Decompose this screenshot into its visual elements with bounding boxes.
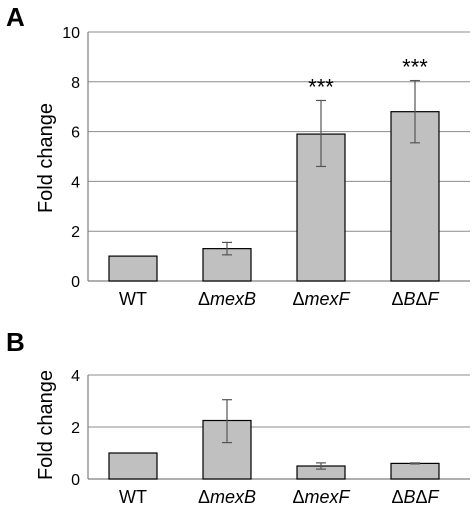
y-tick-label: 4: [71, 174, 80, 191]
bar: [202, 419, 252, 480]
x-tick-part: Δ: [292, 289, 304, 309]
x-tick-label: ΔmexF: [292, 289, 350, 309]
x-tick-label: WT: [119, 289, 147, 309]
x-tick-part: F: [428, 289, 440, 309]
x-tick-part: B: [403, 487, 415, 505]
y-tick-label: 0: [71, 472, 80, 489]
x-tick-part: Δ: [198, 487, 210, 505]
x-tick-part: Δ: [416, 289, 428, 309]
y-tick-label: 10: [62, 25, 80, 42]
bar: [390, 462, 440, 480]
bar: [108, 452, 158, 480]
x-tick-part: B: [403, 289, 415, 309]
significance-label: ***: [308, 74, 334, 99]
y-tick-label: 2: [71, 224, 80, 241]
y-axis-label-b: Fold change: [35, 370, 57, 480]
x-tick-part: F: [428, 487, 440, 505]
x-tick-label: ΔBΔF: [391, 289, 439, 309]
y-tick-label: 6: [71, 125, 80, 142]
bar: [108, 255, 158, 282]
x-tick-label: ΔmexB: [198, 487, 256, 505]
x-tick-label: ΔmexB: [198, 289, 256, 309]
x-tick-part: Δ: [292, 487, 304, 505]
y-axis-label-a: Fold change: [35, 103, 57, 213]
x-tick-part: mexB: [210, 487, 256, 505]
x-tick-part: Δ: [198, 289, 210, 309]
x-tick-part: Δ: [391, 289, 403, 309]
y-tick-label: 8: [71, 75, 80, 92]
panel-label-a: A: [6, 2, 25, 32]
y-tick-label: 0: [71, 274, 80, 291]
x-tick-part: Δ: [391, 487, 403, 505]
x-tick-label: ΔmexF: [292, 487, 350, 505]
x-tick-part: mexB: [210, 289, 256, 309]
x-tick-label: ΔBΔF: [391, 487, 439, 505]
x-tick-part: mexF: [305, 289, 351, 309]
x-tick-part: Δ: [416, 487, 428, 505]
x-tick-part: mexF: [305, 487, 351, 505]
panel-label-b: B: [6, 327, 25, 357]
y-tick-label: 2: [71, 420, 80, 437]
x-tick-label: WT: [119, 487, 147, 505]
y-tick-label: 4: [71, 368, 80, 385]
significance-label: ***: [402, 55, 428, 80]
